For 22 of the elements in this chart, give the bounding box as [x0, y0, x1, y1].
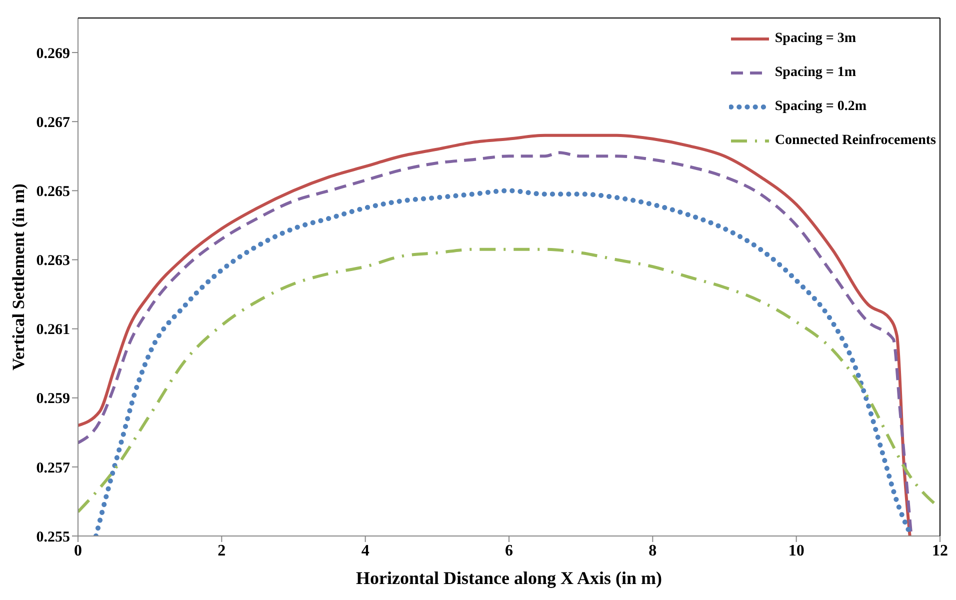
x-axis-title: Horizontal Distance along X Axis (in m)	[356, 568, 662, 588]
x-tick-label: 4	[361, 542, 370, 560]
legend-label: Spacing = 0.2m	[774, 99, 866, 115]
y-axis-title: Vertical Settlement (in m)	[9, 184, 28, 370]
y-tick-label: 0.261	[36, 322, 70, 338]
y-tick-label: 0.255	[36, 529, 70, 546]
y-tick-label: 0.259	[36, 391, 70, 408]
y-tick-label: 0.265	[36, 184, 70, 200]
line-series	[78, 248, 940, 514]
y-tick-label: 0.263	[36, 253, 70, 270]
x-tick-label: 0	[74, 542, 82, 560]
y-tick-label: 0.269	[36, 46, 70, 62]
y-tick-label: 0.267	[36, 114, 70, 131]
legend-label: Spacing = 1m	[774, 65, 856, 81]
x-tick-label: 8	[648, 542, 657, 560]
x-tick-label: 2	[218, 542, 226, 560]
legend-label: Connected Reinfrocements	[774, 133, 936, 149]
x-tick-label: 12	[932, 542, 948, 560]
y-tick-label: 0.257	[36, 460, 70, 476]
x-tick-label: 6	[505, 542, 513, 560]
x-tick-label: 10	[788, 542, 804, 560]
legend-label: Spacing = 3m	[774, 31, 856, 47]
